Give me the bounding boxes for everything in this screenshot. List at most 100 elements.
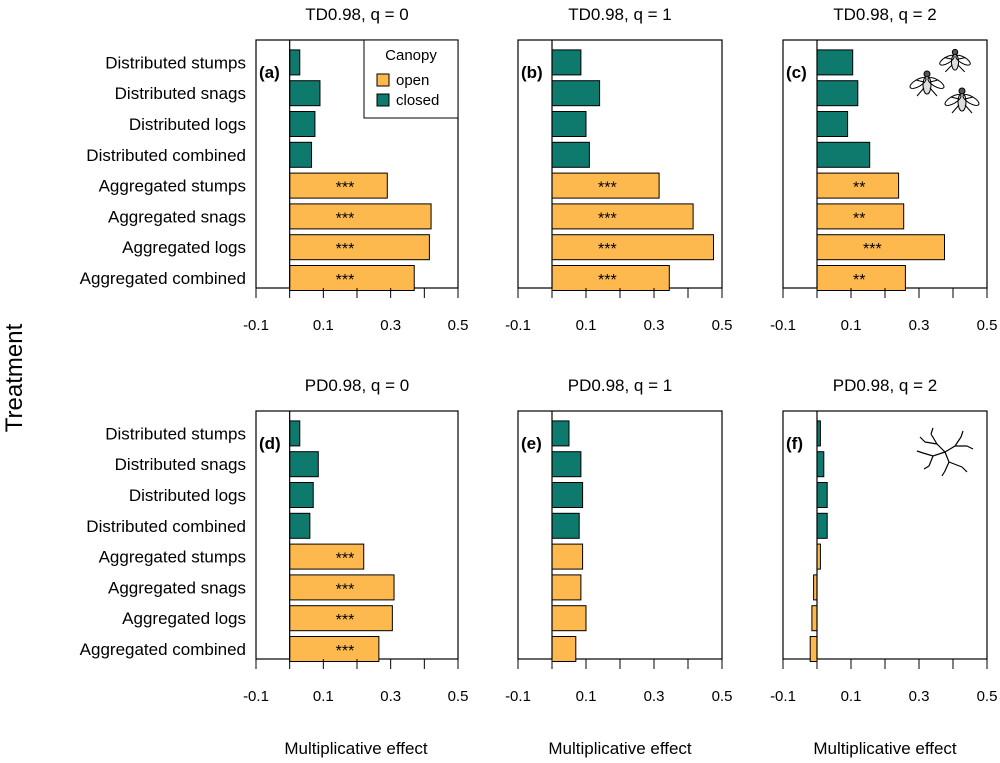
- bar-distributed-stumps: [289, 420, 301, 447]
- significance-label: ***: [336, 612, 355, 629]
- legend-label-open: open: [396, 72, 429, 89]
- x-tick-label: -0.1: [243, 688, 269, 705]
- category-label: Aggregated combined: [80, 640, 246, 659]
- bar-aggregated-combined: [816, 265, 906, 291]
- bar-distributed-stumps: [816, 49, 854, 76]
- significance-label: **: [853, 210, 865, 227]
- bar-distributed-snags: [551, 80, 601, 107]
- significance-label: ***: [598, 241, 617, 258]
- significance-label: ***: [336, 210, 355, 227]
- panel-d: PD0.98, q = 0 (d) *** *** *** *** -0.1 0.1 0.3 0.…: [80, 376, 469, 705]
- bar-aggregated-logs: [289, 234, 430, 261]
- bar-aggregated-snags: [816, 203, 905, 230]
- bar-distributed-snags: [551, 451, 582, 478]
- panel-c: TD0.98, q = 2(c)*********-0.1 0.1 0.3 0.5: [770, 5, 997, 334]
- phylogeny-icon: [916, 427, 974, 477]
- bar-distributed-snags: [289, 80, 321, 107]
- bar-aggregated-combined: [809, 636, 818, 662]
- category-label: Distributed combined: [86, 517, 246, 536]
- category-label: Aggregated logs: [122, 238, 246, 257]
- x-tick-label: 0.1: [313, 317, 334, 334]
- x-tick-label: 0.1: [576, 688, 597, 705]
- x-tick-label: 0.3: [380, 317, 401, 334]
- bar-distributed-combined: [289, 512, 311, 539]
- panel-a: TD0.98, q = 0 (a) *** *** *** *** -0.1 0.1 0.3 0.…: [80, 5, 469, 334]
- category-label: Aggregated stumps: [99, 177, 246, 196]
- panel-title: PD0.98, q = 2: [833, 376, 937, 395]
- significance-label: ***: [336, 272, 355, 289]
- significance-label: ***: [336, 241, 355, 258]
- panel-letter: (e): [521, 434, 542, 453]
- insects-icon: [909, 48, 980, 114]
- bar-aggregated-snags: [551, 203, 694, 230]
- bar-aggregated-logs: [551, 605, 587, 632]
- bar-aggregated-stumps: [289, 172, 388, 199]
- bar-aggregated-snags: [551, 574, 582, 601]
- x-tick-label: 0.5: [448, 688, 469, 705]
- x-tick-label: 0.3: [909, 688, 930, 705]
- bar-distributed-logs: [816, 482, 828, 508]
- category-label: Distributed combined: [86, 146, 246, 165]
- category-label: Distributed stumps: [105, 53, 246, 72]
- x-axis-label-col3: Multiplicative effect: [813, 739, 957, 758]
- y-axis-label: Treatment: [1, 323, 28, 432]
- category-label: Aggregated stumps: [99, 548, 246, 567]
- category-label: Distributed snags: [115, 84, 246, 103]
- significance-label: ***: [336, 643, 355, 660]
- legend-swatch-closed: [376, 93, 390, 107]
- bar-distributed-snags: [289, 451, 319, 478]
- category-label: Aggregated logs: [122, 609, 246, 628]
- x-tick-label: 0.3: [909, 317, 930, 334]
- bar-aggregated-snags: [289, 203, 432, 230]
- x-tick-label: -0.1: [243, 317, 269, 334]
- panel-letter: (b): [521, 63, 543, 82]
- panel-title: PD0.98, q = 1: [568, 376, 672, 395]
- x-axis-label-col2: Multiplicative effect: [548, 739, 692, 758]
- panel-letter: (f): [786, 434, 803, 453]
- bar-aggregated-logs: [289, 605, 393, 632]
- x-tick-label: 0.5: [977, 317, 998, 334]
- x-tick-label: 0.5: [712, 317, 733, 334]
- panel-letter: (c): [786, 63, 807, 82]
- significance-label: ***: [598, 272, 617, 289]
- x-tick-label: -0.1: [770, 688, 796, 705]
- x-tick-label: 0.5: [448, 317, 469, 334]
- bar-distributed-combined: [816, 512, 828, 539]
- bar-distributed-stumps: [289, 49, 301, 76]
- x-tick-label: 0.3: [380, 688, 401, 705]
- bar-distributed-snags: [816, 451, 825, 478]
- legend-title: Canopy: [385, 47, 437, 64]
- category-label: Distributed logs: [129, 486, 246, 505]
- category-label: Aggregated snags: [108, 578, 246, 597]
- panel-title: PD0.98, q = 0: [305, 376, 409, 395]
- legend-label-closed: closed: [396, 92, 439, 109]
- bar-aggregated-logs: [551, 234, 714, 261]
- significance-label: ***: [598, 210, 617, 227]
- bar-distributed-logs: [551, 111, 587, 137]
- category-label: Aggregated snags: [108, 207, 246, 226]
- panel-letter: (a): [259, 63, 280, 82]
- bar-aggregated-logs: [811, 605, 818, 632]
- legend-swatch-open: [376, 73, 390, 87]
- significance-label: ***: [863, 241, 882, 258]
- plot-frame: [517, 410, 723, 660]
- bar-aggregated-combined: [551, 636, 577, 662]
- category-label: Distributed snags: [115, 455, 246, 474]
- bar-aggregated-combined: [289, 636, 380, 662]
- bar-distributed-combined: [551, 141, 590, 168]
- significance-label: ***: [336, 581, 355, 598]
- significance-label: **: [853, 180, 865, 197]
- x-tick-label: 0.3: [644, 688, 665, 705]
- bar-aggregated-stumps: [551, 543, 584, 570]
- panel-title: TD0.98, q = 0: [305, 5, 408, 24]
- x-tick-label: 0.5: [712, 688, 733, 705]
- bar-distributed-combined: [816, 141, 871, 168]
- panel-e: PD0.98, q = 1 (e) -0.1 0.1 0.3 0.5: [505, 376, 732, 705]
- x-tick-label: 0.1: [576, 317, 597, 334]
- bar-distributed-stumps: [551, 420, 570, 447]
- bar-distributed-stumps: [551, 49, 582, 76]
- bar-distributed-combined: [551, 512, 580, 539]
- bar-distributed-snags: [816, 80, 859, 107]
- bar-aggregated-stumps: [816, 172, 900, 199]
